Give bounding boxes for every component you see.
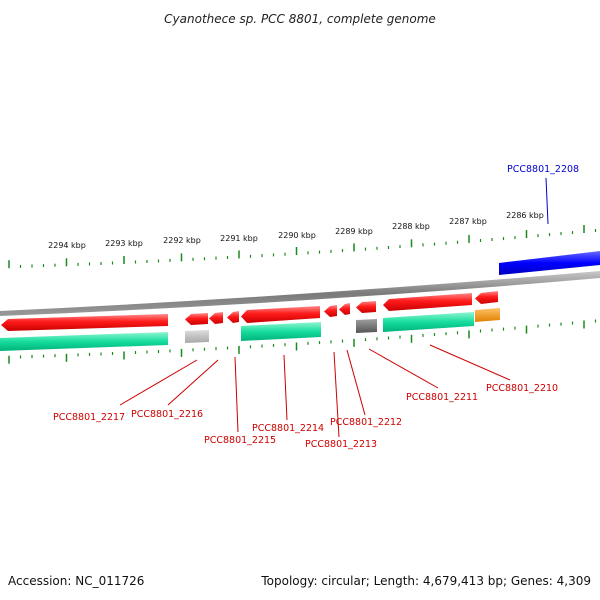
accession-text: Accession: NC_011726 [8,574,144,588]
feature-misc-2210[interactable] [475,308,500,322]
tick-label: 2294 kbp [48,241,86,250]
gene-labels: PCC8801_2217 PCC8801_2216 PCC8801_2215 P… [53,383,558,450]
gene-label-2214: PCC8801_2214 [252,423,324,434]
tick-label: 2290 kbp [278,231,316,240]
gene-pcc8801-2213[interactable] [324,305,337,317]
genome-backbone [0,271,600,316]
gene-pcc8801-2211[interactable] [383,293,472,311]
tick-label: 2291 kbp [220,234,258,243]
label-leader-2215 [234,356,239,433]
tick-label: 2293 kbp [105,239,143,248]
label-leader-2216 [167,359,219,406]
gene-label-2212: PCC8801_2212 [330,417,402,428]
gene-pcc8801-2212[interactable] [356,301,376,313]
upper-position-ruler [8,225,597,269]
tick-label: 2286 kbp [506,211,544,220]
label-leader-2214 [283,354,288,421]
gene-pcc8801-2210[interactable] [475,291,498,304]
feature-rna-2211[interactable] [383,312,474,332]
gene-pcc8801-2217[interactable] [1,314,168,331]
gene-label-2208: PCC8801_2208 [507,164,579,175]
gene-label-2211: PCC8801_2211 [406,392,478,403]
feature-pseudo-2212[interactable] [356,319,377,333]
gene-label-2210: PCC8801_2210 [486,383,558,394]
reverse-cds-track [1,291,498,331]
gene-pcc8801-2215b[interactable] [227,311,239,323]
tick-labels: 2294 kbp 2293 kbp 2292 kbp 2291 kbp 2290… [48,211,544,250]
label-leader-2208 [545,177,549,225]
feature-rna-2217[interactable] [0,332,168,351]
gene-label-2216: PCC8801_2216 [131,409,203,420]
feature-rna-2214[interactable] [241,322,321,341]
tick-label: 2287 kbp [449,217,487,226]
label-leader-2211 [368,348,439,389]
gene-label-2213: PCC8801_2213 [305,439,377,450]
map-title: Cyanothece sp. PCC 8801, complete genome [164,12,436,26]
label-leader-2213 [333,351,340,438]
label-leader-2217 [119,359,198,406]
tick-label: 2288 kbp [392,222,430,231]
gene-pcc8801-2215[interactable] [209,312,223,324]
gene-pcc8801-2214[interactable] [241,306,320,323]
gene-pcc8801-2213b[interactable] [339,303,350,315]
label-leaders [119,344,511,438]
lower-position-ruler [8,319,597,364]
label-leader-2210 [429,344,511,381]
gene-pcc8801-2208[interactable] [499,251,600,275]
feature-pseudo-2216[interactable] [185,330,209,343]
gene-label-2217: PCC8801_2217 [53,412,125,423]
gene-pcc8801-2216[interactable] [185,313,208,325]
label-leader-2212 [346,349,366,416]
reverse-feature-track [0,308,500,351]
tick-label: 2292 kbp [163,236,201,245]
genome-summary-text: Topology: circular; Length: 4,679,413 bp… [260,574,591,588]
tick-label: 2289 kbp [335,227,373,236]
gene-label-2215: PCC8801_2215 [204,435,276,446]
